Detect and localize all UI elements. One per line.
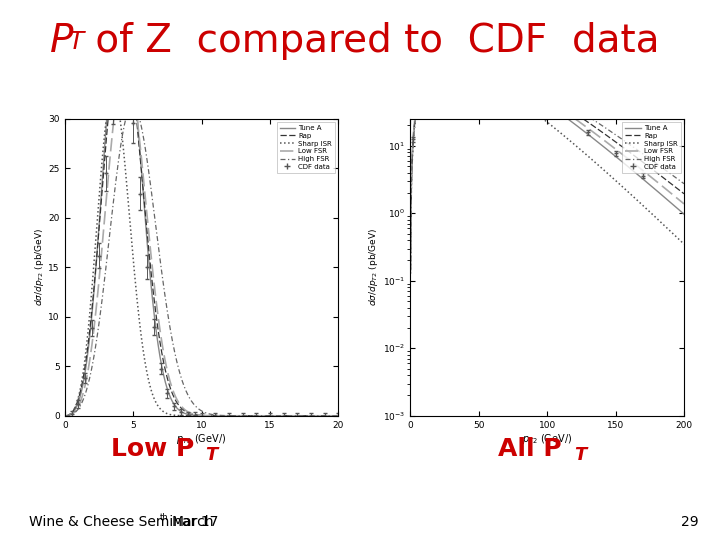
Text: of Z  compared to  CDF  data: of Z compared to CDF data	[83, 22, 660, 59]
Legend: Tune A, Rap, Sharp ISR, Low FSR, High FSR, CDF data: Tune A, Rap, Sharp ISR, Low FSR, High FS…	[277, 122, 335, 172]
X-axis label: $p_{T2}$ (GeV/): $p_{T2}$ (GeV/)	[176, 433, 227, 447]
Text: March: March	[171, 515, 214, 529]
Text: Low P: Low P	[111, 437, 194, 461]
Text: All P: All P	[498, 437, 562, 461]
Text: 29: 29	[681, 515, 698, 529]
X-axis label: $p_{T2}$ (GeV/): $p_{T2}$ (GeV/)	[522, 433, 572, 447]
Y-axis label: $d\sigma/dp_{T2}$ (pb/GeV): $d\sigma/dp_{T2}$ (pb/GeV)	[367, 228, 380, 306]
Text: T: T	[575, 446, 587, 463]
Text: th: th	[160, 513, 168, 522]
Text: T: T	[69, 30, 84, 53]
Text: P: P	[50, 22, 74, 59]
Text: Wine & Cheese Seminar 17: Wine & Cheese Seminar 17	[29, 515, 218, 529]
Legend: Tune A, Rap, Sharp ISR, Low FSR, High FSR, CDF data: Tune A, Rap, Sharp ISR, Low FSR, High FS…	[623, 122, 680, 172]
Text: T: T	[205, 446, 217, 463]
Y-axis label: $d\sigma/dp_{T2}$ (pb/GeV): $d\sigma/dp_{T2}$ (pb/GeV)	[32, 228, 45, 306]
